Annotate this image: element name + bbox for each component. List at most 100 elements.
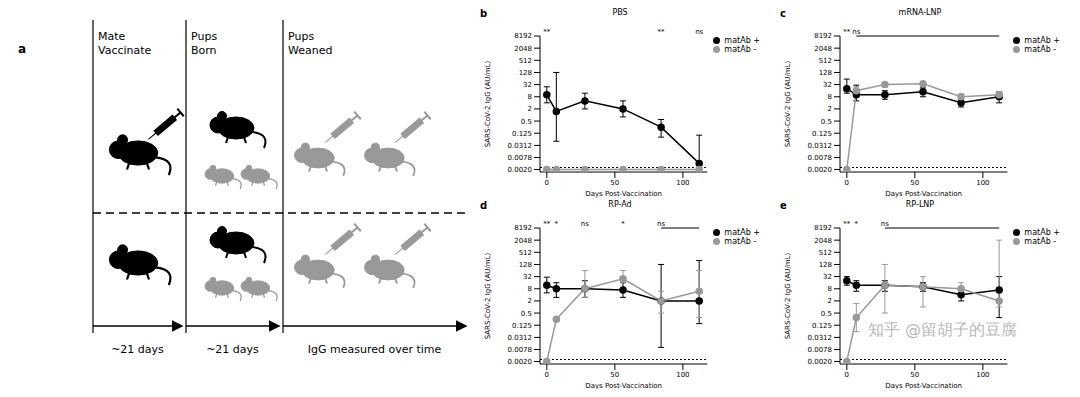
html-text:matAb +: matAb + bbox=[1024, 36, 1060, 45]
svg-text:0.0078: 0.0078 bbox=[808, 154, 833, 162]
svg-text:512: 512 bbox=[519, 57, 532, 65]
svg-text:SARS-CoV-2 IgG (AU/mL): SARS-CoV-2 IgG (AU/mL) bbox=[484, 60, 492, 147]
svg-text:2048: 2048 bbox=[814, 237, 832, 245]
svg-text:128: 128 bbox=[519, 261, 532, 269]
svg-text:8: 8 bbox=[828, 285, 832, 293]
svg-text:8: 8 bbox=[528, 93, 532, 101]
svg-text:ns: ns bbox=[881, 220, 889, 228]
svg-text:2048: 2048 bbox=[514, 237, 532, 245]
svg-text:2: 2 bbox=[528, 297, 532, 305]
svg-text:8: 8 bbox=[528, 285, 532, 293]
svg-text:Pups: Pups bbox=[288, 30, 314, 43]
svg-text:0.0312: 0.0312 bbox=[508, 142, 533, 150]
svg-text:2: 2 bbox=[528, 105, 532, 113]
svg-text:32: 32 bbox=[523, 81, 532, 89]
svg-text:Vaccinate: Vaccinate bbox=[98, 44, 152, 57]
svg-text:0.5: 0.5 bbox=[521, 118, 532, 126]
svg-text:32: 32 bbox=[823, 273, 832, 281]
html-text:mRNA-LNP: mRNA-LNP bbox=[898, 8, 942, 17]
svg-text:**: ** bbox=[543, 220, 551, 228]
html-text:知乎 @留胡子的豆腐: 知乎 @留胡子的豆腐 bbox=[868, 320, 1018, 339]
svg-text:Pups: Pups bbox=[191, 30, 217, 43]
svg-text:2048: 2048 bbox=[514, 45, 532, 53]
svg-text:Days Post-Vaccination: Days Post-Vaccination bbox=[885, 382, 962, 390]
svg-text:512: 512 bbox=[819, 57, 832, 65]
svg-text:50: 50 bbox=[610, 371, 619, 379]
svg-text:*: * bbox=[555, 220, 559, 228]
svg-text:Mate: Mate bbox=[98, 30, 126, 43]
svg-text:50: 50 bbox=[610, 179, 619, 187]
svg-text:0.5: 0.5 bbox=[821, 118, 832, 126]
svg-text:ns: ns bbox=[695, 28, 703, 36]
svg-text:~21 days: ~21 days bbox=[111, 343, 164, 356]
svg-text:Days Post-Vaccination: Days Post-Vaccination bbox=[585, 382, 662, 390]
svg-text:a: a bbox=[18, 42, 26, 56]
svg-text:**: ** bbox=[843, 220, 851, 228]
svg-text:**: ** bbox=[843, 28, 851, 36]
svg-text:**: ** bbox=[543, 28, 551, 36]
svg-text:IgG measured over time: IgG measured over time bbox=[308, 343, 442, 356]
svg-text:0: 0 bbox=[545, 179, 549, 187]
svg-text:0.125: 0.125 bbox=[512, 130, 532, 138]
svg-text:0.0078: 0.0078 bbox=[508, 154, 533, 162]
svg-text:Days Post-Vaccination: Days Post-Vaccination bbox=[585, 190, 662, 198]
svg-text:128: 128 bbox=[819, 261, 832, 269]
html-text:matAb -: matAb - bbox=[724, 45, 757, 54]
svg-text:100: 100 bbox=[976, 179, 989, 187]
svg-text:Days Post-Vaccination: Days Post-Vaccination bbox=[885, 190, 962, 198]
svg-text:**: ** bbox=[658, 28, 666, 36]
svg-text:8192: 8192 bbox=[814, 224, 832, 232]
svg-text:0.5: 0.5 bbox=[521, 310, 532, 318]
svg-text:0.0020: 0.0020 bbox=[508, 358, 533, 366]
html-text:matAb +: matAb + bbox=[724, 36, 760, 45]
svg-text:128: 128 bbox=[819, 69, 832, 77]
svg-text:32: 32 bbox=[523, 273, 532, 281]
svg-text:0: 0 bbox=[545, 371, 549, 379]
svg-text:0.0020: 0.0020 bbox=[808, 166, 833, 174]
svg-text:512: 512 bbox=[519, 249, 532, 257]
svg-text:2048: 2048 bbox=[814, 45, 832, 53]
svg-text:8192: 8192 bbox=[814, 32, 832, 40]
svg-text:128: 128 bbox=[519, 69, 532, 77]
html-text:PBS: PBS bbox=[612, 8, 628, 17]
svg-text:0.125: 0.125 bbox=[812, 322, 832, 330]
svg-text:100: 100 bbox=[676, 179, 689, 187]
svg-text:ns: ns bbox=[852, 28, 860, 36]
html-text:matAb +: matAb + bbox=[724, 228, 760, 237]
svg-text:~21 days: ~21 days bbox=[206, 343, 259, 356]
svg-text:50: 50 bbox=[910, 179, 919, 187]
svg-text:SARS-CoV-2 IgG (AU/mL): SARS-CoV-2 IgG (AU/mL) bbox=[484, 252, 492, 339]
svg-text:0.125: 0.125 bbox=[512, 322, 532, 330]
svg-text:32: 32 bbox=[823, 81, 832, 89]
svg-text:0.0078: 0.0078 bbox=[508, 346, 533, 354]
svg-text:50: 50 bbox=[910, 371, 919, 379]
svg-text:0: 0 bbox=[845, 179, 849, 187]
svg-text:0.0020: 0.0020 bbox=[508, 166, 533, 174]
svg-text:100: 100 bbox=[976, 371, 989, 379]
html-text:matAb -: matAb - bbox=[1024, 45, 1057, 54]
svg-text:0: 0 bbox=[845, 371, 849, 379]
svg-text:0.0020: 0.0020 bbox=[808, 358, 833, 366]
svg-text:Weaned: Weaned bbox=[288, 44, 332, 57]
svg-text:0.0312: 0.0312 bbox=[808, 142, 833, 150]
svg-text:100: 100 bbox=[676, 371, 689, 379]
svg-text:*: * bbox=[621, 220, 625, 228]
svg-text:2: 2 bbox=[828, 105, 832, 113]
svg-text:SARS-CoV-2 IgG (AU/mL): SARS-CoV-2 IgG (AU/mL) bbox=[784, 252, 792, 339]
svg-text:ns: ns bbox=[657, 220, 665, 228]
svg-text:8192: 8192 bbox=[514, 224, 532, 232]
svg-text:0.0078: 0.0078 bbox=[808, 346, 833, 354]
svg-text:SARS-CoV-2 IgG (AU/mL): SARS-CoV-2 IgG (AU/mL) bbox=[784, 60, 792, 147]
svg-text:ns: ns bbox=[581, 220, 589, 228]
svg-text:Born: Born bbox=[191, 44, 217, 57]
svg-text:2: 2 bbox=[828, 297, 832, 305]
svg-text:8192: 8192 bbox=[514, 32, 532, 40]
svg-text:0.5: 0.5 bbox=[821, 310, 832, 318]
svg-text:*: * bbox=[855, 220, 859, 228]
svg-text:8: 8 bbox=[828, 93, 832, 101]
html-text:RP-Ad: RP-Ad bbox=[608, 200, 632, 209]
svg-text:0.125: 0.125 bbox=[812, 130, 832, 138]
svg-text:0.0312: 0.0312 bbox=[808, 334, 833, 342]
svg-text:512: 512 bbox=[819, 249, 832, 257]
svg-text:0.0312: 0.0312 bbox=[508, 334, 533, 342]
